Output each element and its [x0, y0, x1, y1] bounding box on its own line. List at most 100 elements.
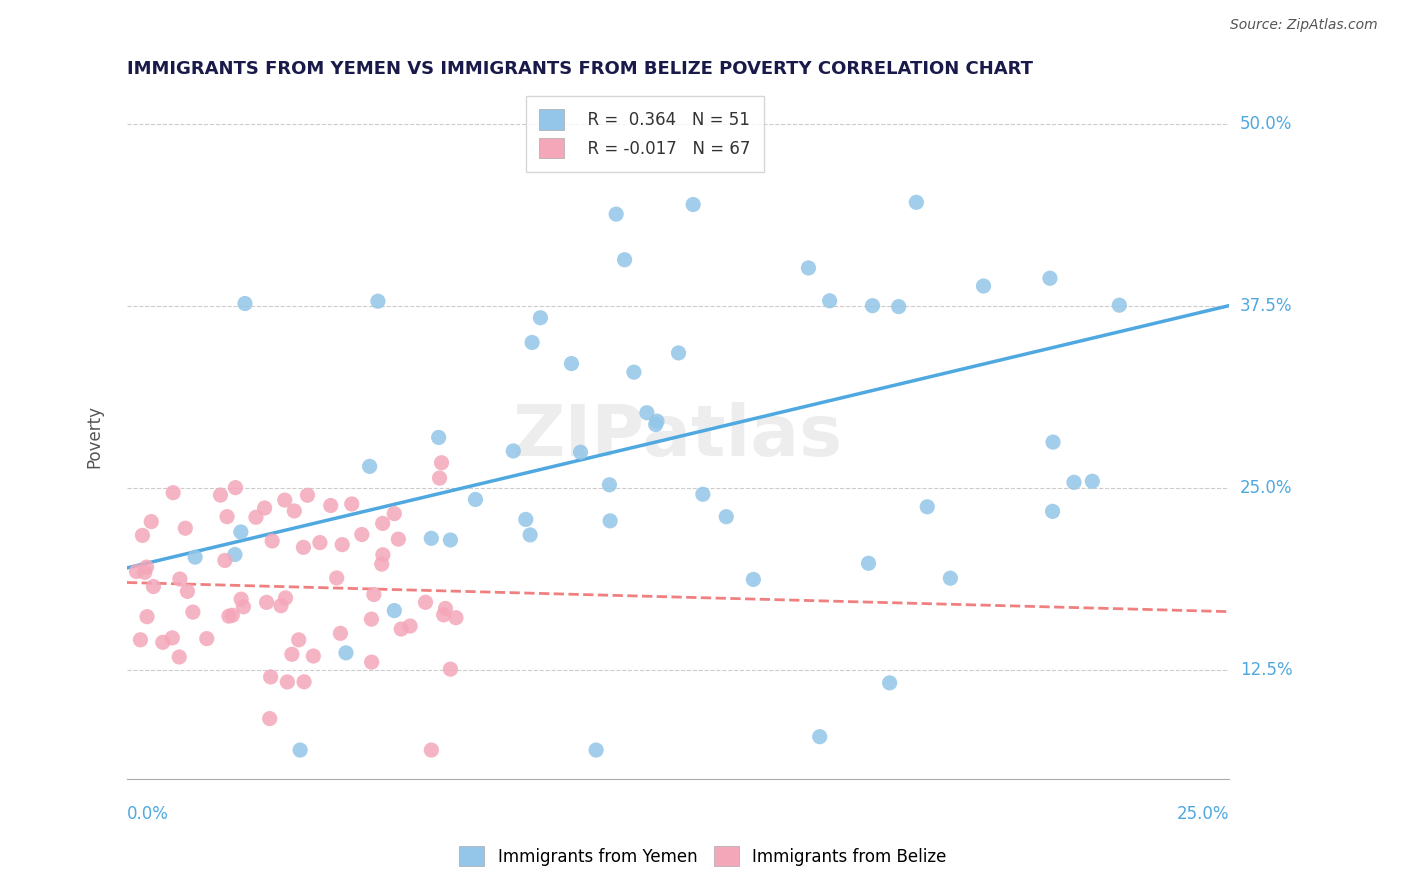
- Point: [636, 406, 658, 420]
- Point: [262, 533, 284, 548]
- Point: [233, 296, 256, 310]
- Point: [221, 608, 243, 623]
- Point: [613, 252, 636, 267]
- Text: 25.0%: 25.0%: [1240, 479, 1292, 497]
- Point: [645, 414, 668, 428]
- Point: [464, 492, 486, 507]
- Point: [433, 607, 456, 622]
- Text: 0.0%: 0.0%: [127, 805, 169, 823]
- Point: [363, 587, 385, 601]
- Point: [135, 560, 157, 574]
- Point: [387, 532, 409, 546]
- Point: [350, 527, 373, 541]
- Point: [519, 528, 541, 542]
- Point: [292, 541, 315, 555]
- Text: 50.0%: 50.0%: [1240, 114, 1292, 133]
- Point: [879, 676, 901, 690]
- Legend: Immigrants from Yemen, Immigrants from Belize: Immigrants from Yemen, Immigrants from B…: [451, 838, 955, 875]
- Point: [359, 459, 381, 474]
- Point: [229, 524, 252, 539]
- Point: [569, 445, 592, 459]
- Point: [259, 670, 281, 684]
- Y-axis label: Poverty: Poverty: [86, 405, 103, 468]
- Point: [905, 195, 928, 210]
- Point: [162, 485, 184, 500]
- Point: [288, 743, 311, 757]
- Point: [276, 675, 298, 690]
- Point: [599, 514, 621, 528]
- Point: [520, 335, 543, 350]
- Point: [439, 662, 461, 676]
- Point: [887, 300, 910, 314]
- Point: [1039, 271, 1062, 285]
- Point: [302, 648, 325, 663]
- Point: [858, 557, 880, 571]
- Point: [281, 647, 304, 661]
- Point: [125, 565, 148, 579]
- Point: [360, 655, 382, 669]
- Point: [818, 293, 841, 308]
- Text: 25.0%: 25.0%: [1177, 805, 1229, 823]
- Point: [444, 611, 467, 625]
- Point: [382, 507, 405, 521]
- Point: [420, 531, 443, 545]
- Point: [389, 622, 412, 636]
- Point: [224, 481, 246, 495]
- Text: Source: ZipAtlas.com: Source: ZipAtlas.com: [1230, 18, 1378, 32]
- Point: [274, 493, 297, 508]
- Point: [245, 510, 267, 524]
- Point: [174, 521, 197, 535]
- Point: [430, 456, 453, 470]
- Point: [371, 516, 394, 531]
- Text: 37.5%: 37.5%: [1240, 297, 1292, 315]
- Point: [371, 548, 394, 562]
- Point: [142, 580, 165, 594]
- Point: [529, 310, 551, 325]
- Point: [274, 591, 297, 605]
- Point: [917, 500, 939, 514]
- Text: IMMIGRANTS FROM YEMEN VS IMMIGRANTS FROM BELIZE POVERTY CORRELATION CHART: IMMIGRANTS FROM YEMEN VS IMMIGRANTS FROM…: [127, 60, 1033, 78]
- Point: [224, 548, 246, 562]
- Point: [309, 535, 332, 549]
- Point: [1081, 475, 1104, 489]
- Point: [297, 488, 319, 502]
- Point: [129, 632, 152, 647]
- Point: [360, 612, 382, 626]
- Point: [134, 566, 156, 580]
- Point: [644, 417, 666, 432]
- Point: [209, 488, 232, 502]
- Point: [692, 487, 714, 501]
- Point: [367, 294, 389, 309]
- Point: [259, 712, 281, 726]
- Point: [162, 631, 184, 645]
- Text: ZIPatlas: ZIPatlas: [513, 402, 844, 471]
- Text: 12.5%: 12.5%: [1240, 661, 1292, 679]
- Point: [195, 632, 218, 646]
- Point: [585, 743, 607, 757]
- Point: [1042, 504, 1064, 518]
- Point: [1108, 298, 1130, 312]
- Point: [434, 601, 457, 615]
- Point: [340, 497, 363, 511]
- Point: [797, 260, 820, 275]
- Point: [218, 609, 240, 624]
- Point: [605, 207, 627, 221]
- Point: [152, 635, 174, 649]
- Point: [668, 346, 690, 360]
- Point: [862, 299, 884, 313]
- Point: [682, 197, 704, 211]
- Point: [598, 477, 620, 491]
- Point: [623, 365, 645, 379]
- Point: [502, 444, 524, 458]
- Point: [382, 603, 405, 617]
- Point: [515, 512, 537, 526]
- Point: [808, 730, 831, 744]
- Point: [287, 632, 309, 647]
- Point: [439, 533, 461, 547]
- Point: [229, 592, 252, 607]
- Point: [131, 528, 153, 542]
- Legend:   R =  0.364   N = 51,   R = -0.017   N = 67: R = 0.364 N = 51, R = -0.017 N = 67: [526, 96, 763, 171]
- Point: [399, 619, 422, 633]
- Point: [1042, 435, 1064, 450]
- Point: [415, 595, 437, 609]
